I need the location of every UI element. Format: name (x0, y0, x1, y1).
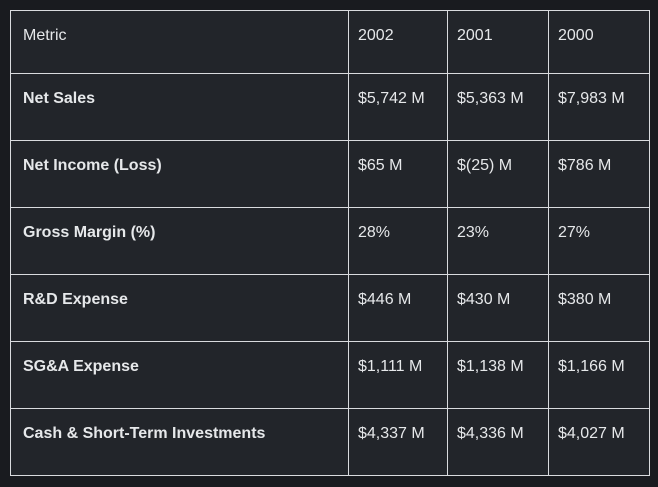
metric-label: Net Sales (10, 73, 349, 141)
value-2000: $786 M (548, 140, 650, 208)
value-2001: 23% (447, 207, 549, 275)
metric-label: Net Income (Loss) (10, 140, 349, 208)
column-header-2002: 2002 (348, 10, 448, 74)
value-2002: 28% (348, 207, 448, 275)
financial-metrics-table: Metric 2002 2001 2000 Net Sales $5,742 M… (10, 10, 650, 476)
table-row-sga-expense: SG&A Expense $1,111 M $1,138 M $1,166 M (10, 341, 650, 409)
value-2000: $380 M (548, 274, 650, 342)
value-2002: $65 M (348, 140, 448, 208)
value-2002: $1,111 M (348, 341, 448, 409)
table-header-row: Metric 2002 2001 2000 (10, 10, 650, 74)
metric-label: Gross Margin (%) (10, 207, 349, 275)
value-2000: $4,027 M (548, 408, 650, 476)
value-2000: $1,166 M (548, 341, 650, 409)
value-2002: $446 M (348, 274, 448, 342)
metric-label: Cash & Short-Term Investments (10, 408, 349, 476)
table-row-cash-short-term: Cash & Short-Term Investments $4,337 M $… (10, 408, 650, 476)
value-2001: $4,336 M (447, 408, 549, 476)
value-2001: $(25) M (447, 140, 549, 208)
value-2001: $1,138 M (447, 341, 549, 409)
value-2001: $430 M (447, 274, 549, 342)
value-2002: $5,742 M (348, 73, 448, 141)
table-row-rd-expense: R&D Expense $446 M $430 M $380 M (10, 274, 650, 342)
metric-label: SG&A Expense (10, 341, 349, 409)
value-2002: $4,337 M (348, 408, 448, 476)
value-2000: 27% (548, 207, 650, 275)
value-2000: $7,983 M (548, 73, 650, 141)
column-header-metric: Metric (10, 10, 349, 74)
column-header-2000: 2000 (548, 10, 650, 74)
metric-label: R&D Expense (10, 274, 349, 342)
value-2001: $5,363 M (447, 73, 549, 141)
table-row-gross-margin: Gross Margin (%) 28% 23% 27% (10, 207, 650, 275)
table-row-net-sales: Net Sales $5,742 M $5,363 M $7,983 M (10, 73, 650, 141)
column-header-2001: 2001 (447, 10, 549, 74)
table-row-net-income: Net Income (Loss) $65 M $(25) M $786 M (10, 140, 650, 208)
